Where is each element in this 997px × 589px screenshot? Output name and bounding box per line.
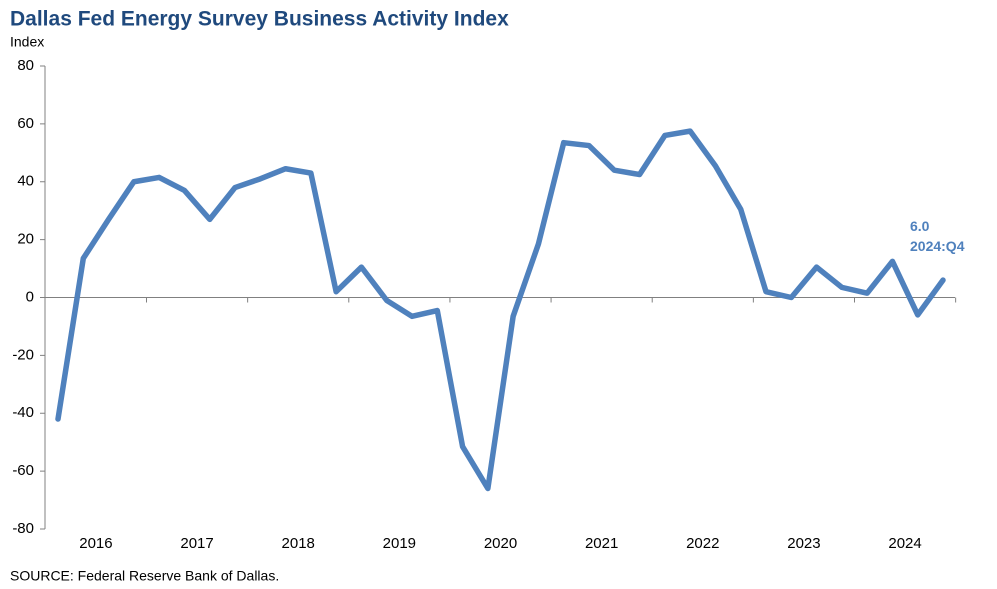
y-tick-label: 20 — [17, 231, 34, 248]
y-tick-label: -20 — [12, 346, 34, 363]
y-tick-label: 40 — [17, 173, 34, 190]
y-tick-label: -40 — [12, 404, 34, 421]
x-tick-label: 2018 — [282, 535, 315, 552]
y-tick-label: 0 — [26, 288, 34, 305]
y-axis-label: Index — [10, 34, 44, 50]
x-tick-label: 2019 — [383, 535, 416, 552]
y-tick-label: -80 — [12, 520, 34, 537]
y-tick-label: 80 — [17, 57, 34, 74]
chart-title: Dallas Fed Energy Survey Business Activi… — [10, 8, 509, 31]
x-tick-label: 2022 — [686, 535, 719, 552]
value-label: 6.0 — [910, 218, 930, 234]
source-note: SOURCE: Federal Reserve Bank of Dallas. — [10, 568, 279, 584]
x-tick-label: 2023 — [787, 535, 820, 552]
x-tick-label: 2021 — [585, 535, 618, 552]
data-line — [55, 128, 946, 492]
x-tick-label: 2017 — [180, 535, 213, 552]
x-tick-label: 2016 — [79, 535, 112, 552]
y-tick-label: 60 — [17, 115, 34, 132]
x-tick-label: 2020 — [484, 535, 517, 552]
x-tick-label: 2024 — [888, 535, 921, 552]
annotation: 2024:Q4 — [910, 238, 965, 254]
y-tick-label: -60 — [12, 462, 34, 479]
